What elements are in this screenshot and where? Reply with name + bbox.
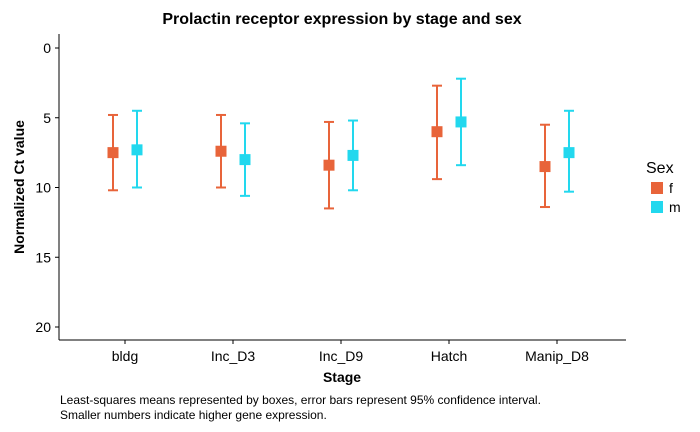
- caption-line-1: Least-squares means represented by boxes…: [60, 393, 541, 407]
- point-f-1: [215, 145, 227, 157]
- point-m-0: [131, 144, 143, 156]
- point-m-3: [455, 116, 467, 128]
- legend-label-m: m: [669, 199, 681, 215]
- y-tick-label-4: 20: [35, 319, 51, 335]
- caption: Least-squares means represented by boxes…: [60, 393, 680, 423]
- y-tick-label-3: 15: [35, 249, 51, 265]
- y-axis-ticks: 0 5 10 15 20: [35, 40, 59, 335]
- x-axis-title: Stage: [323, 369, 361, 385]
- x-tick-label-1: Inc_D3: [211, 348, 256, 364]
- x-tick-label-4: Manip_D8: [525, 348, 589, 364]
- point-f-4: [539, 161, 551, 173]
- series-f: [107, 84, 551, 210]
- series-m: [131, 77, 575, 197]
- caption-line-2: Smaller numbers indicate higher gene exp…: [60, 408, 327, 422]
- point-m-4: [563, 147, 575, 159]
- point-m-2: [347, 149, 359, 161]
- plot-area: [107, 77, 575, 210]
- y-tick-label-0: 0: [43, 40, 51, 56]
- y-axis-title: Normalized Ct value: [11, 120, 27, 254]
- y-tick-label-2: 10: [35, 180, 51, 196]
- x-tick-label-3: Hatch: [431, 348, 468, 364]
- point-f-2: [323, 159, 335, 171]
- legend-key-m: [651, 201, 663, 213]
- legend-key-f: [651, 182, 663, 194]
- legend-title: Sex: [646, 160, 674, 177]
- point-f-0: [107, 147, 119, 159]
- point-f-3: [431, 126, 443, 138]
- point-m-1: [239, 154, 251, 166]
- x-tick-label-0: bldg: [112, 348, 138, 364]
- legend: Sex fm: [646, 160, 681, 215]
- chart-title: Prolactin receptor expression by stage a…: [162, 11, 521, 28]
- x-tick-label-2: Inc_D9: [319, 348, 364, 364]
- legend-label-f: f: [669, 180, 673, 196]
- y-tick-label-1: 5: [43, 110, 51, 126]
- x-axis-ticks: bldg Inc_D3 Inc_D9 Hatch Manip_D8: [112, 340, 589, 364]
